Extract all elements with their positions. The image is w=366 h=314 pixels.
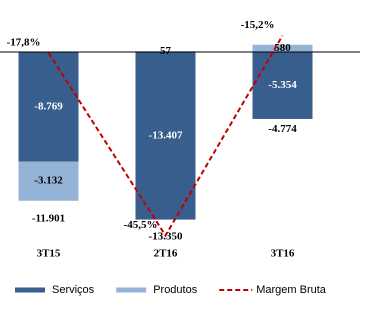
x-tick-label: 2T16 — [154, 248, 178, 260]
bar-segment — [135, 52, 196, 220]
legend-label: Produtos — [153, 284, 198, 296]
line-label: -15,2% — [241, 19, 275, 31]
data-label: -5.354 — [268, 79, 297, 91]
total-label: -11.901 — [32, 212, 65, 224]
bar-segment — [18, 161, 79, 201]
x-tick-label: 3T16 — [271, 248, 295, 260]
x-tick-label: 3T15 — [37, 248, 61, 260]
legend-swatch — [116, 287, 147, 293]
legend-label: Serviços — [52, 284, 95, 296]
legend-swatch — [15, 287, 45, 293]
line-label: -45,5% — [124, 219, 158, 231]
bar-segment — [18, 52, 79, 162]
data-label: 57 — [160, 45, 172, 57]
total-label: -4.774 — [268, 123, 297, 135]
data-label: -13.407 — [149, 129, 183, 141]
line-label: -17,8% — [7, 36, 41, 48]
data-label: -8.769 — [34, 100, 63, 112]
bar-segment — [252, 52, 313, 119]
data-label: -3.132 — [34, 175, 63, 187]
data-label: 580 — [274, 42, 291, 54]
legend-label: Margem Bruta — [256, 284, 327, 296]
line-series — [47, 35, 284, 238]
bar-segment — [252, 44, 313, 52]
